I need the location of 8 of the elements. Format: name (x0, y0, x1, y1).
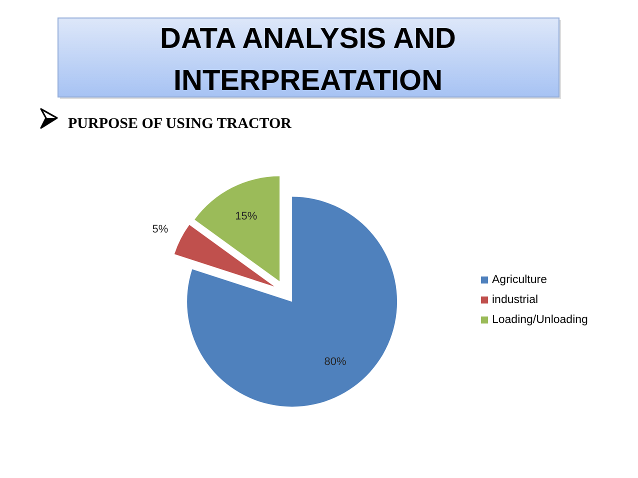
data-label: 15% (235, 210, 258, 223)
legend-label: industrial (492, 294, 538, 306)
chart-title: DATA ANALYSIS AND INTERPREATATION (160, 23, 456, 97)
data-label: 80% (324, 356, 346, 368)
legend-label: Agriculture (492, 274, 547, 286)
chart-subtitle: PURPOSE OF USING TRACTOR (68, 116, 292, 132)
data-label: 5% (152, 223, 168, 236)
legend-label: Loading/Unloading (492, 314, 588, 326)
